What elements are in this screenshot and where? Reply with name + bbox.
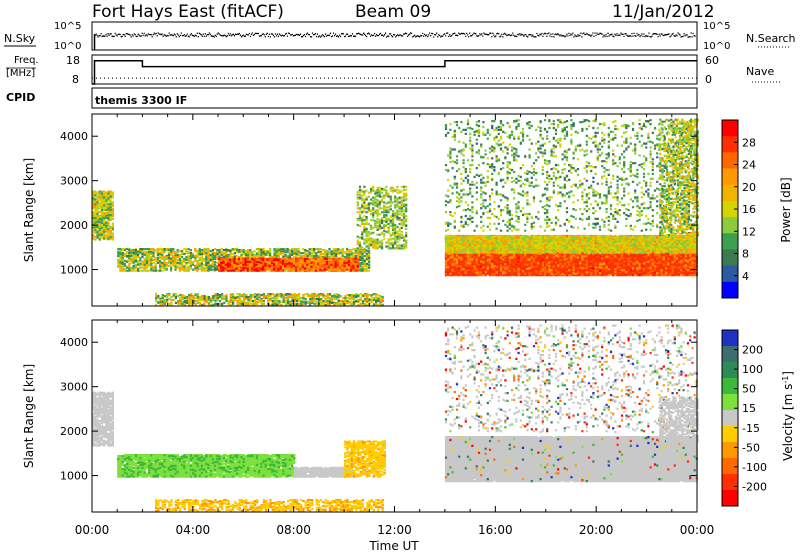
colorbar-swatch <box>722 426 738 443</box>
freq-left-tick-top: 18 <box>66 54 80 67</box>
colorbar-swatch <box>722 410 738 427</box>
colorbar-swatch <box>722 265 738 283</box>
y-tick-label: 2000 <box>60 425 88 438</box>
colorbar-swatch <box>722 249 738 267</box>
colorbar-tick-label: 16 <box>742 203 756 216</box>
x-tick-label: 04:00 <box>176 523 211 537</box>
y-tick-label: 3000 <box>60 381 88 394</box>
cpid-panel: CPID themis 3300 IF <box>6 87 698 109</box>
freq-line <box>92 60 697 85</box>
station-title: Fort Hays East (fitACF) <box>92 2 284 22</box>
sky-right-tick-bottom: 10^0 <box>703 41 730 52</box>
x-tick-label: 16:00 <box>478 523 513 537</box>
freq-label-1: Freq. <box>14 55 39 66</box>
nsky-label: N.Sky <box>4 32 36 45</box>
colorbar-swatch <box>722 168 738 186</box>
colorbar-swatch <box>722 330 738 347</box>
sky-panel: N.Sky 10^5 10^0 10^5 10^0 N.Search <box>4 21 796 52</box>
colorbar-swatch <box>722 458 738 475</box>
power-colorbar: 28 24 20 16 12 8 4 <box>721 119 756 299</box>
date-title: 11/Jan/2012 <box>612 2 715 22</box>
sky-left-tick-top: 10^5 <box>54 21 81 32</box>
colorbar-swatch <box>722 362 738 379</box>
velocity-colorbar-label: Velocity [m s-1] <box>781 371 795 461</box>
velocity-colorbar: 200 100 50 15 -15 -50 -100 -200 <box>721 329 767 507</box>
power-yaxis-label: Slant Range [km] <box>22 158 36 262</box>
colorbar-swatch <box>722 152 738 170</box>
velocity-panel: 4000 3000 2000 1000 <box>60 319 699 513</box>
velocity-heatmap <box>92 324 699 512</box>
colorbar-swatch <box>722 442 738 459</box>
freq-panel: Freq. [MHz] 18 8 60 0 Nave <box>6 54 780 86</box>
x-tick-label: 20:00 <box>579 523 614 537</box>
x-axis: 00:00 04:00 08:00 12:00 16:00 20:00 00:00 <box>75 523 715 537</box>
y-tick-label: 3000 <box>60 175 88 188</box>
x-tick-label: 12:00 <box>377 523 412 537</box>
colorbar-tick-label: 8 <box>742 248 749 261</box>
colorbar-swatch <box>722 378 738 395</box>
colorbar-tick-label: 20 <box>742 181 756 194</box>
power-colorbar-label: Power [dB] <box>779 177 793 242</box>
colorbar-swatch <box>722 120 738 137</box>
colorbar-tick-label: -200 <box>742 480 767 493</box>
y-tick-label: 2000 <box>60 219 88 232</box>
colorbar-swatch <box>722 346 738 363</box>
colorbar-swatch <box>722 136 738 153</box>
y-tick-label: 1000 <box>60 470 88 483</box>
x-axis-label: Time UT <box>368 539 419 553</box>
freq-right-tick-bottom: 0 <box>705 73 712 86</box>
velocity-yaxis-label: Slant Range [km] <box>22 364 36 468</box>
x-tick-label: 00:00 <box>680 523 715 537</box>
colorbar-tick-label: 50 <box>742 383 756 396</box>
colorbar-tick-label: 4 <box>742 270 749 283</box>
power-heatmap <box>92 118 699 306</box>
freq-left-tick-bottom: 8 <box>72 73 79 86</box>
colorbar-tick-label: -50 <box>742 441 760 454</box>
cpid-value: themis 3300 IF <box>95 94 187 107</box>
colorbar-swatch <box>722 281 738 299</box>
y-tick-label: 4000 <box>60 336 88 349</box>
nsky-series <box>94 32 696 38</box>
sky-left-tick-bottom: 10^0 <box>54 41 81 52</box>
colorbar-tick-label: 200 <box>742 344 763 357</box>
power-panel: 4000 3000 2000 1000 <box>60 113 699 307</box>
freq-right-tick-top: 60 <box>705 54 719 67</box>
freq-label-2: [MHz] <box>6 68 35 79</box>
colorbar-tick-label: 24 <box>742 159 756 172</box>
colorbar-tick-label: -100 <box>742 461 767 474</box>
nsearch-label: N.Search <box>746 32 796 45</box>
colorbar-swatch <box>722 184 738 202</box>
y-tick-label: 4000 <box>60 130 88 143</box>
colorbar-swatch <box>722 394 738 411</box>
colorbar-tick-label: -15 <box>742 422 760 435</box>
colorbar-swatch <box>722 490 738 507</box>
y-tick-label: 1000 <box>60 264 88 277</box>
nave-label: Nave <box>746 65 774 78</box>
x-tick-label: 08:00 <box>276 523 311 537</box>
colorbar-tick-label: 28 <box>742 136 756 149</box>
beam-title: Beam 09 <box>355 2 431 22</box>
cpid-label: CPID <box>6 91 35 104</box>
sky-right-tick-top: 10^5 <box>703 21 730 32</box>
colorbar-swatch <box>722 233 738 250</box>
colorbar-tick-label: 100 <box>742 363 763 376</box>
colorbar-swatch <box>722 474 738 491</box>
colorbar-swatch <box>722 217 738 234</box>
colorbar-tick-label: 12 <box>742 225 756 238</box>
colorbar-tick-label: 15 <box>742 402 756 415</box>
x-tick-label: 00:00 <box>75 523 110 537</box>
colorbar-swatch <box>722 200 738 218</box>
